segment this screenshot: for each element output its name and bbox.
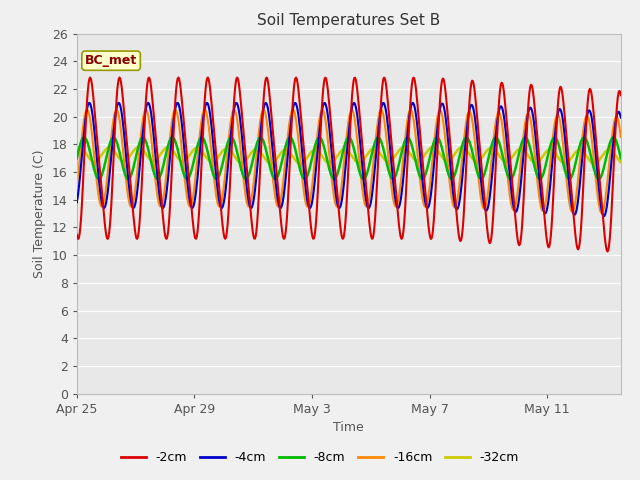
-2cm [107, 213, 115, 218]
-8cm [289, 139, 297, 145]
-16cm [200, 109, 207, 115]
-32cm [617, 159, 625, 165]
-32cm [289, 153, 296, 159]
-16cm [251, 168, 259, 174]
-2cm [251, 236, 259, 241]
Text: BC_met: BC_met [85, 54, 137, 67]
-8cm [81, 134, 88, 140]
-4cm [129, 204, 136, 210]
-32cm [508, 156, 515, 161]
-16cm [289, 107, 296, 113]
-4cm [86, 100, 93, 106]
-16cm [617, 134, 625, 140]
-32cm [135, 144, 143, 150]
Legend: -2cm, -4cm, -8cm, -16cm, -32cm: -2cm, -4cm, -8cm, -16cm, -32cm [116, 446, 524, 469]
-16cm [83, 107, 91, 113]
-8cm [617, 156, 625, 161]
-8cm [95, 176, 103, 182]
-32cm [591, 161, 598, 167]
-2cm [73, 232, 81, 238]
-2cm [604, 249, 611, 254]
-2cm [617, 92, 625, 98]
-4cm [73, 200, 81, 205]
-16cm [73, 184, 81, 190]
-8cm [508, 175, 516, 181]
-32cm [128, 150, 136, 156]
-8cm [130, 165, 138, 170]
-4cm [600, 214, 608, 219]
-8cm [73, 156, 81, 161]
-4cm [617, 115, 625, 120]
-32cm [73, 147, 81, 153]
-8cm [200, 137, 208, 143]
-4cm [108, 152, 115, 158]
-16cm [108, 133, 115, 139]
-4cm [200, 114, 207, 120]
-2cm [289, 105, 296, 110]
-16cm [508, 201, 515, 206]
-4cm [289, 108, 296, 114]
-2cm [508, 168, 515, 173]
-32cm [200, 150, 207, 156]
Line: -8cm: -8cm [77, 137, 621, 179]
-16cm [129, 201, 136, 207]
-2cm [145, 74, 153, 80]
-32cm [251, 147, 259, 153]
-8cm [108, 135, 116, 141]
-32cm [107, 145, 115, 151]
Line: -16cm: -16cm [77, 110, 621, 213]
Y-axis label: Soil Temperature (C): Soil Temperature (C) [33, 149, 46, 278]
Line: -2cm: -2cm [77, 77, 621, 252]
-4cm [508, 186, 515, 192]
-2cm [128, 197, 136, 203]
Title: Soil Temperatures Set B: Soil Temperatures Set B [257, 13, 440, 28]
X-axis label: Time: Time [333, 421, 364, 434]
-16cm [598, 210, 605, 216]
-4cm [251, 188, 259, 193]
Line: -4cm: -4cm [77, 103, 621, 216]
-2cm [200, 120, 207, 126]
-8cm [252, 145, 259, 151]
Line: -32cm: -32cm [77, 147, 621, 164]
